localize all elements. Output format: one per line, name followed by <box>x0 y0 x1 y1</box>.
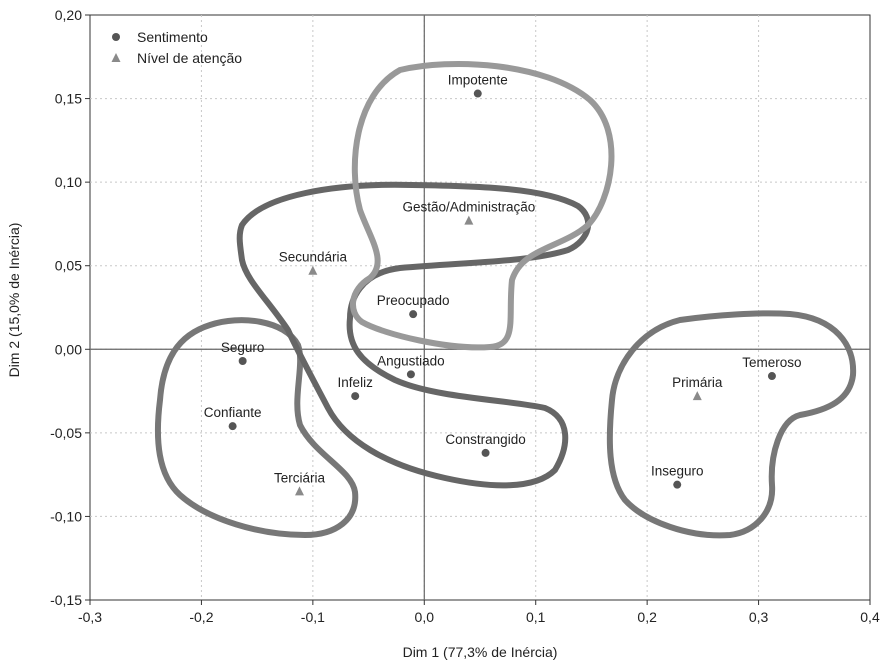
point-marker <box>767 372 776 381</box>
point-marker <box>481 448 490 457</box>
point-label: Infeliz <box>338 375 374 390</box>
point-label: Inseguro <box>651 464 704 479</box>
point-label: Confiante <box>204 405 262 420</box>
data-points: Impotente Preocupado Seguro AngustiadoInfel… <box>204 73 802 496</box>
point-label: Primária <box>672 375 723 390</box>
grid-lines <box>90 15 870 600</box>
y-tick-label: -0,10 <box>50 508 82 524</box>
x-axis-ticks: -0,3 -0,2 -0,1 0,0 0,1 0,2 0,3 0,4 <box>78 600 880 625</box>
cluster-outline-top <box>350 61 615 351</box>
point-marker <box>692 391 702 401</box>
x-tick-label: -0,3 <box>78 609 102 625</box>
point-marker <box>406 370 415 379</box>
cluster-outlines <box>154 61 857 539</box>
point-label: Seguro <box>221 340 265 355</box>
point-marker <box>308 265 318 275</box>
x-tick-label: -0,1 <box>301 609 325 625</box>
y-axis-ticks: 0,20 0,15 0,10 0,05 0,00 -0,05 -0,10 -0,15 <box>50 7 90 608</box>
y-tick-label: 0,05 <box>55 258 82 274</box>
cluster-outline-center <box>236 181 592 489</box>
point-label: Temeroso <box>742 355 801 370</box>
point-label: Angustiado <box>377 353 445 368</box>
point-marker <box>238 356 247 365</box>
point-label: Gestão/Administração <box>402 200 535 215</box>
point-marker <box>473 89 482 98</box>
plot-area <box>89 14 871 601</box>
legend-marker-nivel <box>111 53 121 62</box>
x-tick-label: 0,3 <box>749 609 769 625</box>
point-label: Constrangido <box>445 432 525 447</box>
y-tick-label: 0,10 <box>55 174 82 190</box>
y-tick-label: 0,15 <box>55 91 82 107</box>
x-tick-label: -0,2 <box>189 609 213 625</box>
x-axis-title: Dim 1 (77,3% de Inércia) <box>403 644 558 660</box>
y-tick-label: -0,05 <box>50 425 82 441</box>
point-label: Secundária <box>279 250 348 265</box>
point-marker <box>673 480 682 489</box>
legend: Sentimento Nível de atenção <box>111 29 242 66</box>
y-tick-label: 0,20 <box>55 7 82 23</box>
legend-label-nivel: Nível de atenção <box>137 50 242 66</box>
legend-label-sentimento: Sentimento <box>137 29 208 45</box>
cluster-outline-right <box>606 310 857 539</box>
legend-marker-sentimento <box>112 33 120 41</box>
y-tick-label: -0,15 <box>50 592 82 608</box>
point-marker <box>294 486 304 496</box>
point-label: Terciária <box>274 470 326 485</box>
point-label: Impotente <box>448 73 508 88</box>
x-tick-label: 0,1 <box>526 609 546 625</box>
x-tick-label: 0,2 <box>637 609 657 625</box>
point-marker <box>228 422 237 431</box>
point-marker <box>351 392 360 401</box>
y-tick-label: 0,00 <box>55 341 82 357</box>
x-tick-label: 0,0 <box>415 609 435 625</box>
y-axis-title: Dim 2 (15,0% de Inércia) <box>6 223 22 378</box>
point-marker <box>409 310 418 319</box>
point-label: Preocupado <box>377 293 450 308</box>
x-tick-label: 0,4 <box>860 609 880 625</box>
point-marker <box>464 215 474 225</box>
